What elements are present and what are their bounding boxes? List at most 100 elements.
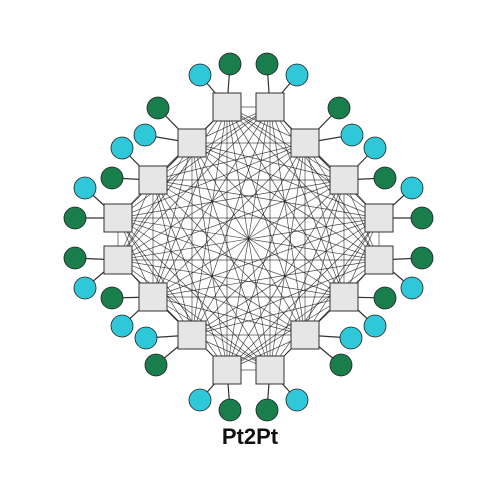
process-circle [373,166,397,190]
node-square [255,92,285,122]
process-circle [110,136,134,160]
edge [152,259,380,298]
edge [226,296,345,371]
edge [269,106,306,336]
process-circle [63,246,87,270]
node-square [177,320,207,350]
process-circle [340,123,364,147]
edge [191,259,380,336]
edge [152,179,380,219]
edge [117,217,193,336]
edge [191,106,271,336]
edge [152,179,193,336]
edge [226,106,380,261]
node-square [364,245,394,275]
process-circle [410,246,434,270]
edge [226,259,380,371]
process-circle [329,353,353,377]
edge [191,142,345,181]
process-circle [218,52,242,76]
edge [269,179,345,371]
edge [117,142,193,261]
node-square [364,203,394,233]
nodes [63,52,434,422]
label: Pt2Pt [222,424,279,449]
edge [117,179,345,219]
edge [226,179,345,371]
node-square [329,282,359,312]
edge [117,259,306,336]
node-square [177,128,207,158]
process-circle [73,276,97,300]
edge [117,142,306,219]
process-circle [363,136,387,160]
process-circle [188,388,212,412]
edge [269,106,380,261]
edge [191,142,380,219]
edge [226,142,306,371]
node-square [329,165,359,195]
edge [269,106,345,298]
edge [152,106,271,181]
process-circle [63,206,87,230]
process-circle [410,206,434,230]
process-circle [100,166,124,190]
node-square [103,245,133,275]
process-circle [133,123,157,147]
edge [152,296,271,371]
process-circle [144,353,168,377]
edge [304,179,345,336]
node-square [138,165,168,195]
edge [304,217,380,336]
process-circle [134,326,158,350]
edge [191,142,271,371]
process-circle [373,286,397,310]
edge [191,179,345,336]
edge [191,142,228,371]
edge [152,296,306,336]
edge [226,217,380,371]
edge [226,106,380,219]
edge [226,106,345,181]
node-square [290,128,320,158]
edges [117,106,380,371]
edge [191,142,380,261]
node-square [212,355,242,385]
edge [117,259,271,371]
edge [304,142,345,298]
process-circle [255,398,279,422]
edge [152,179,380,261]
edge [117,217,271,371]
process-circle [285,63,309,87]
edge [117,106,271,261]
edge [191,142,345,298]
process-circle [146,96,170,120]
process-circle [327,96,351,120]
process-circle [285,388,309,412]
edge [117,106,271,219]
edge [269,142,306,371]
edge [269,217,380,371]
process-circle [363,314,387,338]
edge [304,142,380,261]
node-square [290,320,320,350]
node-square [103,203,133,233]
process-circle [188,63,212,87]
process-circle [400,176,424,200]
node-square [255,355,285,385]
edge [226,106,271,371]
process-circle [110,314,134,338]
process-circle [255,52,279,76]
process-circle [100,286,124,310]
process-circle [339,326,363,350]
process-circle [400,276,424,300]
edge [117,217,345,298]
node-square [138,282,168,312]
edge [191,217,380,336]
node-square [212,92,242,122]
process-circle [218,398,242,422]
edge [152,106,271,298]
process-circle [73,176,97,200]
edge [152,179,228,371]
